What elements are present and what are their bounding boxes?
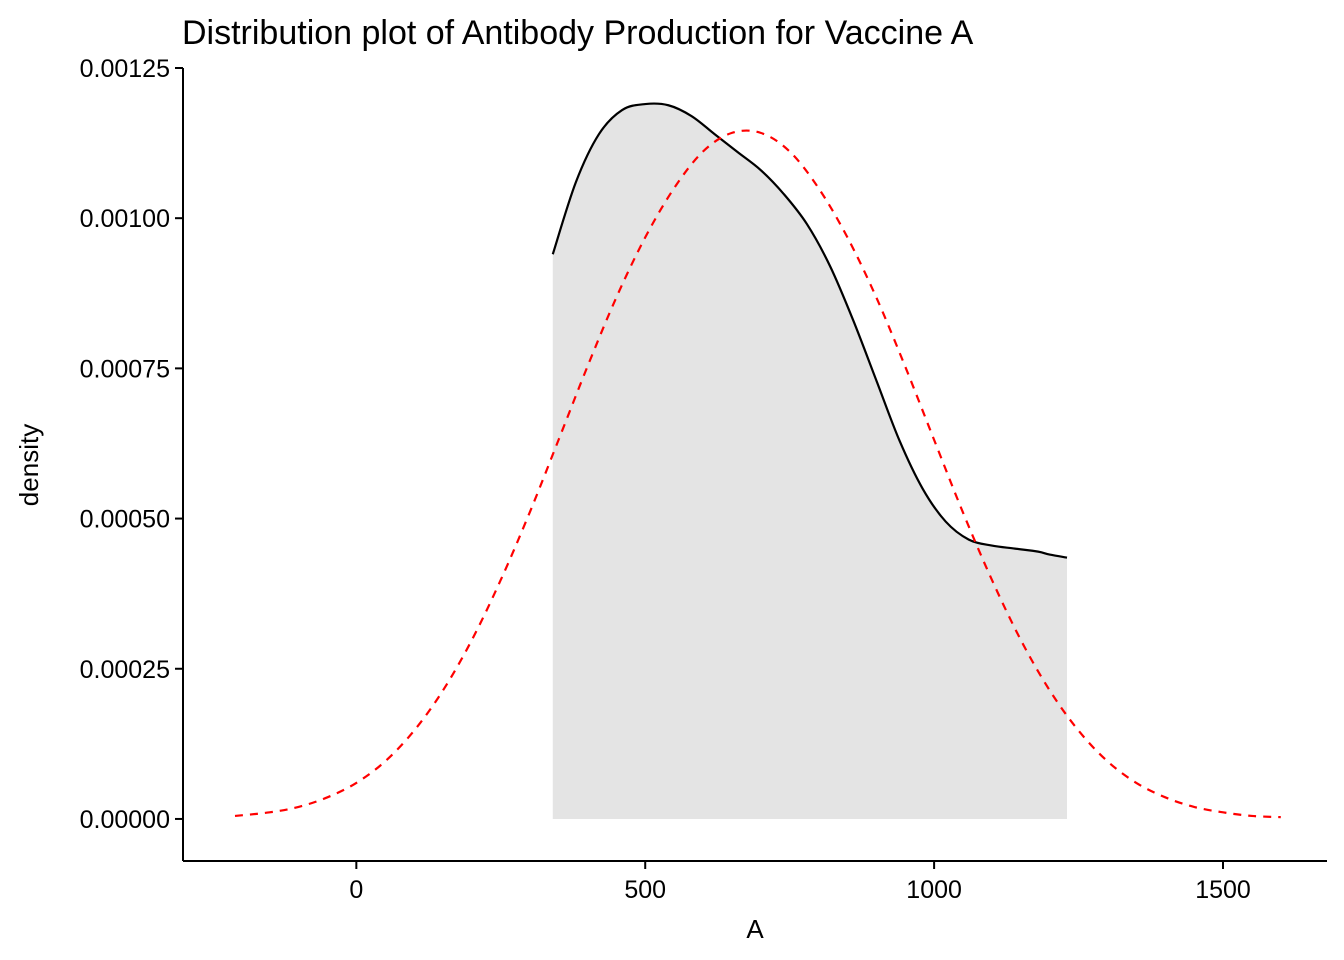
x-tick-label: 1500 bbox=[1195, 876, 1251, 904]
axes: 0.00000 0.00025 0.00050 0.00075 0.00100 0.001… bbox=[80, 55, 1251, 904]
y-axis-title: density bbox=[14, 424, 44, 506]
x-tick-label: 1000 bbox=[906, 876, 962, 904]
density-curve-line bbox=[551, 102, 1068, 559]
chart-title: Distribution plot of Antibody Production… bbox=[182, 14, 974, 52]
y-tick-label: 0.00125 bbox=[80, 55, 170, 83]
y-tick-label: 0.00100 bbox=[80, 205, 170, 233]
y-tick-label: 0.00000 bbox=[80, 806, 170, 834]
y-tick-label: 0.00025 bbox=[80, 656, 170, 684]
plot-area bbox=[234, 102, 1281, 819]
y-tick-label: 0.00075 bbox=[80, 355, 170, 383]
x-axis-title: A bbox=[746, 914, 764, 944]
x-tick-label: 0 bbox=[349, 876, 363, 904]
x-tick-label: 500 bbox=[624, 876, 666, 904]
normal-curve-dashed-line bbox=[234, 129, 1281, 819]
density-area-fill bbox=[552, 103, 1067, 819]
y-tick-label: 0.00050 bbox=[80, 506, 170, 534]
